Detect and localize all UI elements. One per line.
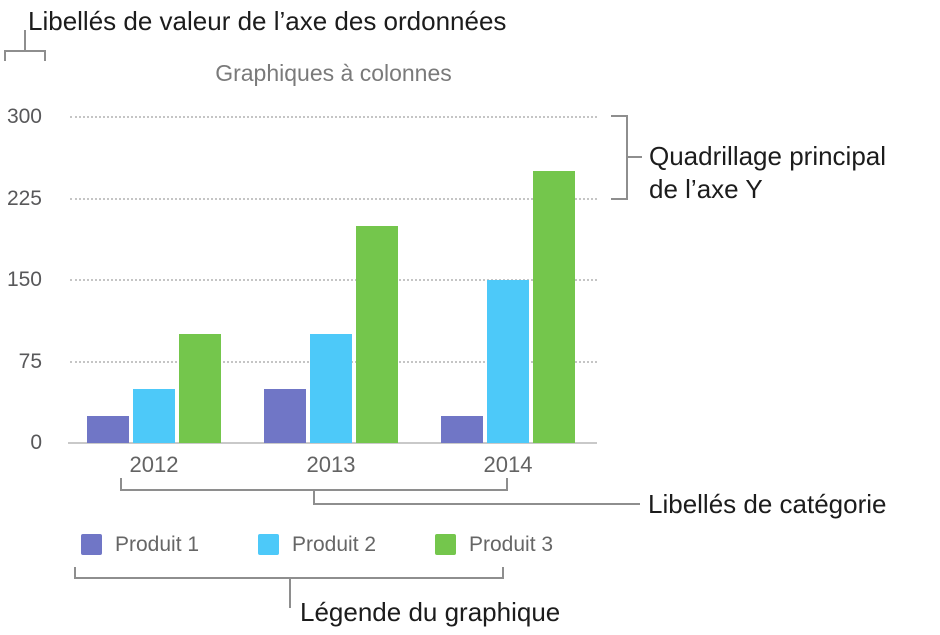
y-gridline-225 (70, 197, 597, 200)
bar-produit-3-2014 (533, 171, 575, 443)
category-bracket-drop (313, 489, 315, 505)
annotation-y-gridlines: Quadrillage principal de l’axe Y (649, 140, 929, 206)
legend-item-produit-1: Produit 1 (81, 533, 199, 556)
y-axis-tick-label: 150 (6, 268, 42, 291)
chart-title: Graphiques à colonnes (215, 60, 452, 86)
annotation-y-gridlines-line2: de l’axe Y (649, 174, 763, 204)
gridlines-bracket-vertical (626, 115, 628, 200)
bar-produit-3-2012 (179, 334, 221, 443)
legend-swatch-icon (435, 534, 456, 555)
gridlines-bracket-cap-bottom (611, 198, 628, 200)
bar-produit-2-2014 (487, 280, 529, 443)
x-axis-line (68, 442, 597, 444)
annotation-y-value-labels: Libellés de valeur de l’axe des ordonnée… (28, 6, 507, 36)
legend-swatch-icon (81, 534, 102, 555)
value-labels-bracket-tick-left (4, 50, 6, 61)
legend-item-produit-2: Produit 2 (258, 533, 376, 556)
bar-produit-2-2012 (133, 389, 175, 443)
legend-bracket-drop (289, 577, 291, 608)
annotation-y-gridlines-line1: Quadrillage principal (649, 141, 887, 171)
value-labels-bracket-stem (24, 30, 26, 51)
bar-produit-2-2013 (310, 334, 352, 443)
legend-swatch-icon (258, 534, 279, 555)
legend-label: Produit 2 (292, 533, 377, 556)
category-bracket-tick-left (120, 478, 122, 491)
bar-produit-1-2013 (264, 389, 306, 443)
legend-bracket-tick-right (502, 567, 504, 579)
category-bracket-lead-line (313, 503, 640, 505)
annotation-category-labels: Libellés de catégorie (648, 489, 887, 519)
bar-produit-1-2014 (441, 416, 483, 443)
category-label-2013: 2013 (306, 452, 356, 477)
category-label-2014: 2014 (483, 452, 533, 477)
value-labels-bracket-tick-right (44, 50, 46, 61)
y-axis-tick-label: 225 (6, 186, 42, 210)
legend-item-produit-3: Produit 3 (435, 533, 553, 556)
category-bracket-tick-right (506, 478, 508, 491)
y-axis-tick-label: 75 (18, 349, 42, 373)
gridlines-bracket-tick (628, 156, 642, 158)
bar-produit-3-2013 (356, 226, 398, 443)
y-axis-tick-label: 300 (6, 105, 42, 128)
y-gridline-150 (70, 279, 597, 281)
bar-produit-1-2012 (87, 416, 129, 443)
category-label-2012: 2012 (129, 452, 179, 477)
y-axis-tick-label: 0 (30, 431, 42, 454)
legend-bracket-tick-left (74, 567, 76, 579)
value-labels-bracket-bar (4, 50, 46, 52)
y-gridline-300 (70, 116, 597, 118)
annotation-chart-legend: Légende du graphique (300, 597, 561, 627)
legend-label: Produit 1 (115, 533, 200, 556)
legend-label: Produit 3 (469, 533, 554, 556)
gridlines-bracket-cap-top (611, 115, 628, 117)
